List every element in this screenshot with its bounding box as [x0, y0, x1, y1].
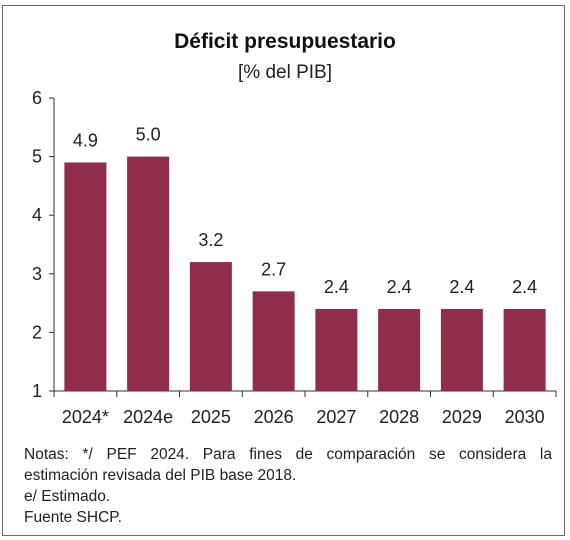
note-line-1: Notas: */ PEF 2024. Para fines de compar… — [24, 446, 552, 463]
bar-value-label: 3.2 — [198, 230, 223, 250]
bar — [252, 291, 295, 391]
note-line-2: estimación revisada del PIB base 2018. — [24, 467, 297, 484]
x-tick-label: 2030 — [505, 407, 545, 427]
note-line-4: Fuente SHCP. — [24, 509, 122, 526]
chart-subtitle: [% del PIB] — [238, 62, 332, 83]
bar-value-label: 2.4 — [512, 277, 537, 297]
note-line-3: e/ Estimado. — [24, 488, 111, 505]
bar-value-label: 2.4 — [449, 277, 474, 297]
y-tick-label: 6 — [32, 88, 42, 108]
bar — [189, 262, 232, 391]
chart-title: Déficit presupuestario — [174, 30, 396, 53]
bar-value-label: 5.0 — [136, 125, 161, 145]
x-tick-label: 2024e — [123, 407, 173, 427]
x-tick-label: 2029 — [442, 407, 482, 427]
bar-value-label: 2.7 — [261, 259, 286, 279]
bar-chart: 1 2 3 4 5 6 4.9 2024* 5.0 2024e 3.2 2025 2.7 2026 2.4 2… — [32, 88, 557, 427]
y-tick-label: 1 — [32, 381, 42, 401]
x-tick-label: 2026 — [254, 407, 294, 427]
bar — [378, 308, 421, 391]
y-tick-label: 4 — [32, 205, 42, 225]
bar — [503, 308, 546, 391]
y-tick-label: 5 — [32, 147, 42, 167]
bar — [127, 156, 170, 391]
bar — [315, 308, 358, 391]
bar — [64, 162, 107, 391]
bar — [440, 308, 483, 391]
bar-value-label: 2.4 — [324, 277, 349, 297]
y-tick-label: 2 — [32, 322, 42, 342]
x-tick-label: 2028 — [379, 407, 419, 427]
x-tick-label: 2025 — [191, 407, 231, 427]
x-tick-label: 2027 — [316, 407, 356, 427]
y-tick-label: 3 — [32, 264, 42, 284]
bar-value-label: 2.4 — [387, 277, 412, 297]
bar-value-label: 4.9 — [73, 130, 98, 150]
x-tick-label: 2024* — [62, 407, 109, 427]
chart-notes: Notas: */ PEF 2024. Para fines de compar… — [24, 444, 552, 528]
